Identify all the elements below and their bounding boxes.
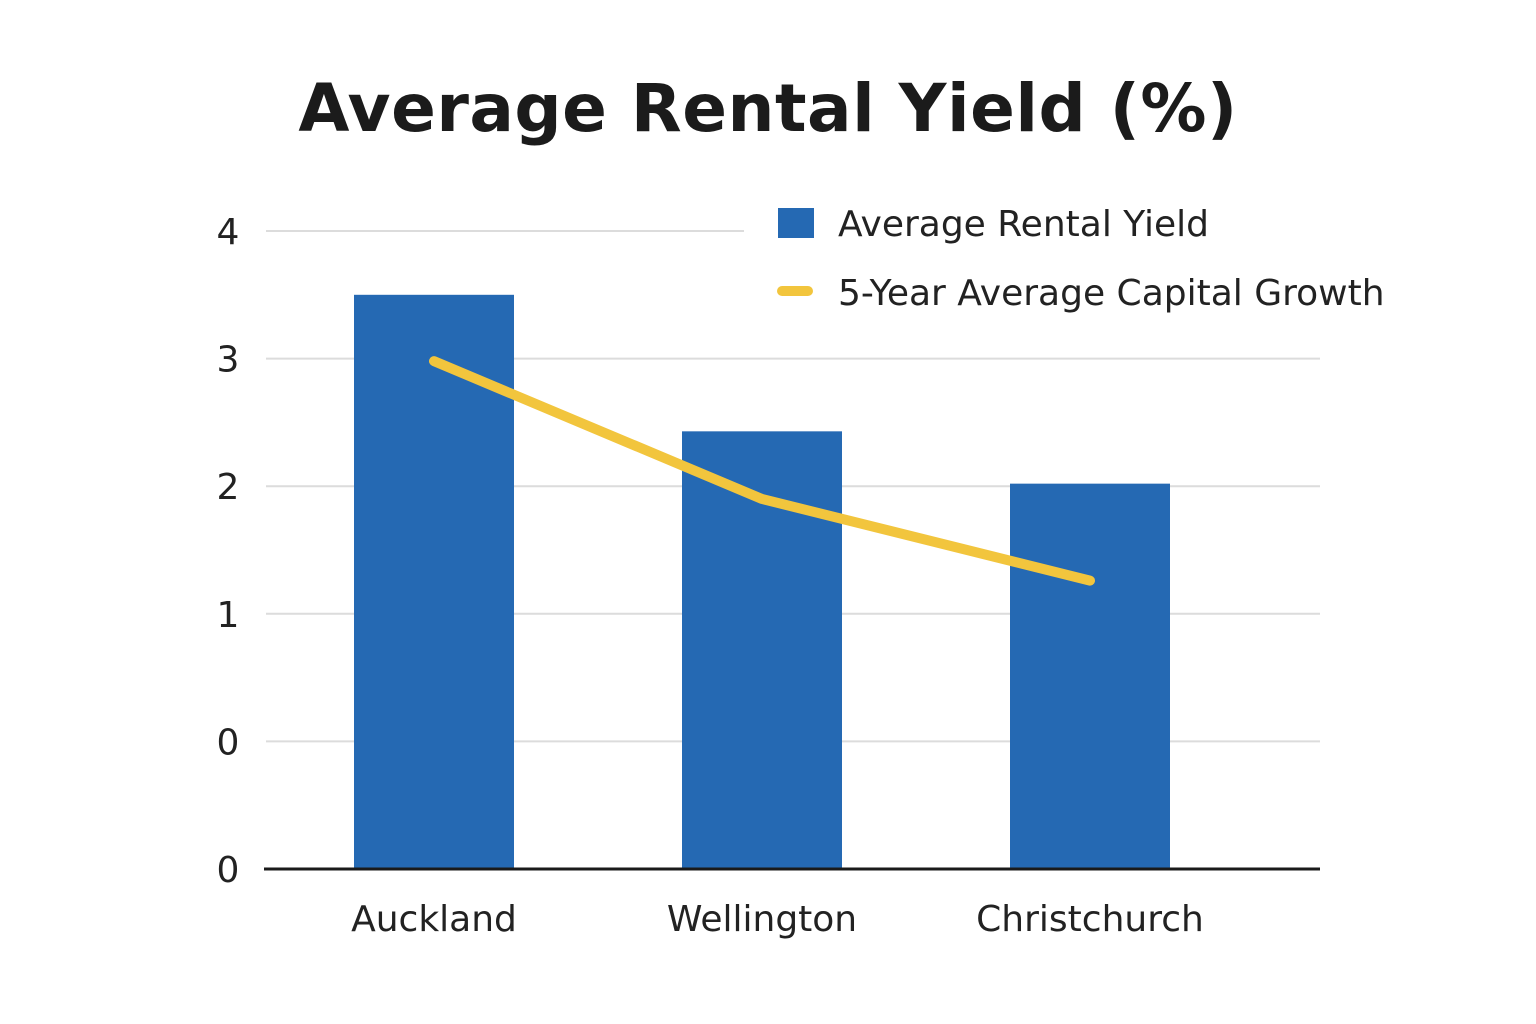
legend-label: Average Rental Yield [838,204,1209,245]
y-axis-ticks: 0 0 1 2 3 4 [217,212,240,891]
bar [682,431,842,869]
x-axis-ticks: Auckland Wellington Christchurch [351,899,1204,940]
x-tick-label: Wellington [667,899,857,940]
y-tick-label: 1 [217,595,240,636]
legend-swatch-bar [778,208,814,238]
y-tick-label: 3 [217,340,240,381]
y-tick-label: 0 [217,850,240,891]
y-tick-label: 4 [217,212,240,253]
legend-label: 5-Year Average Capital Growth [838,273,1385,314]
legend: Average Rental Yield 5-Year Average Capit… [777,204,1385,314]
x-tick-label: Auckland [351,899,517,940]
bar [1010,483,1170,869]
bar [354,294,514,869]
y-tick-label: 2 [217,467,240,508]
x-tick-label: Christchurch [976,899,1204,940]
chart-title: Average Rental Yield (%) [298,70,1238,147]
bar-series [354,294,1170,869]
line-series-path [429,356,1095,586]
line-series [429,356,1095,586]
y-tick-label: 0 [217,722,240,763]
